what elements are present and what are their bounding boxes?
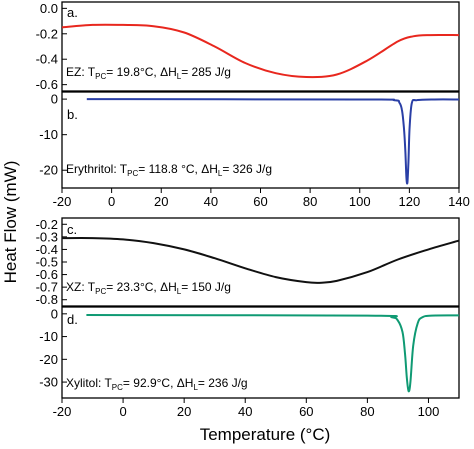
x-tick-label: 100 bbox=[349, 194, 371, 209]
panel-annotation: EZ: TPC= 19.8°C, ΔHL= 285 J/g bbox=[66, 65, 231, 81]
x-tick-label: 80 bbox=[360, 404, 374, 419]
series-line bbox=[61, 23, 460, 79]
annotation-text: = 23.3°C, ΔH bbox=[106, 280, 177, 294]
annotation-text: = 92.9°C, ΔH bbox=[123, 376, 194, 390]
annotation-subscript: L bbox=[177, 287, 182, 296]
x-tick-label: 140 bbox=[448, 194, 470, 209]
annotation-text: = 236 J/g bbox=[198, 376, 248, 390]
y-axis-title: Heat Flow (mW) bbox=[1, 161, 20, 284]
y-tick-label: -10 bbox=[39, 329, 58, 344]
x-tick-label: 100 bbox=[418, 404, 440, 419]
x-tick-label: -20 bbox=[53, 194, 72, 209]
x-tick-label: 40 bbox=[238, 404, 252, 419]
annotation-text: XZ: T bbox=[66, 280, 96, 294]
annotation-text: = 150 J/g bbox=[181, 280, 231, 294]
annotation-text: EZ: T bbox=[66, 65, 96, 79]
panel-label: c. bbox=[67, 222, 77, 237]
annotation-text: = 118.8 °C, ΔH bbox=[138, 162, 218, 176]
x-tick-label: 20 bbox=[177, 404, 191, 419]
annotation-subscript: PC bbox=[112, 383, 123, 392]
x-tick-label: 0 bbox=[108, 194, 115, 209]
x-tick-label: 0 bbox=[119, 404, 126, 419]
y-tick-label: 0.0 bbox=[40, 1, 58, 16]
series-line bbox=[61, 237, 460, 284]
annotation-text: = 285 J/g bbox=[181, 65, 231, 79]
y-tick-label: -0.4 bbox=[36, 242, 58, 257]
y-tick-label: -0.4 bbox=[36, 52, 58, 67]
y-tick-label: -30 bbox=[39, 375, 58, 390]
panel-2: 0 -10 -20 -20 0 20 40 60 80 100 120 140 b. Erythritol… bbox=[39, 91, 470, 209]
y-tick-label: -10 bbox=[39, 127, 58, 142]
annotation-text: Xylitol: T bbox=[66, 376, 112, 390]
annotation-text: = 326 J/g bbox=[222, 162, 272, 176]
x-tick-label: -20 bbox=[53, 404, 72, 419]
y-tick-label: -0.2 bbox=[36, 26, 58, 41]
x-tick-label: 40 bbox=[204, 194, 218, 209]
annotation-subscript: L bbox=[177, 72, 182, 81]
y-tick-label: -0.6 bbox=[36, 77, 58, 92]
x-axis-title: Temperature (°C) bbox=[200, 425, 331, 444]
y-tick-label: -0.8 bbox=[36, 292, 58, 307]
panel-frame bbox=[61, 1, 460, 92]
annotation-subscript: PC bbox=[127, 169, 138, 178]
y-tick-label: 0 bbox=[51, 92, 58, 107]
annotation-subscript: PC bbox=[95, 287, 106, 296]
x-tick-label: 80 bbox=[303, 194, 317, 209]
y-tick-label: -0.2 bbox=[36, 217, 58, 232]
y-tick-label: -0.5 bbox=[36, 255, 58, 270]
series-line bbox=[86, 314, 460, 393]
annotation-subscript: PC bbox=[95, 72, 106, 81]
x-tick-label: 60 bbox=[253, 194, 267, 209]
panel-annotation: Xylitol: TPC= 92.9°C, ΔHL= 236 J/g bbox=[66, 376, 248, 392]
y-tick-label: -0.3 bbox=[36, 229, 58, 244]
panel-label: b. bbox=[67, 107, 78, 122]
annotation-subscript: L bbox=[193, 383, 198, 392]
annotation-text: Erythritol: T bbox=[66, 162, 128, 176]
y-tick-label: -20 bbox=[39, 352, 58, 367]
panel-label: d. bbox=[67, 312, 78, 327]
y-tick-label: -0.6 bbox=[36, 267, 58, 282]
panel-annotation: Erythritol: TPC= 118.8 °C, ΔHL= 326 J/g bbox=[66, 162, 272, 178]
panel-label: a. bbox=[67, 5, 78, 20]
x-tick-label: 60 bbox=[299, 404, 313, 419]
panel-3: -0.2-0.3-0.4-0.5-0.6-0.7-0.8 c. XZ: TPC= 2… bbox=[36, 217, 460, 307]
x-tick-label: 120 bbox=[399, 194, 421, 209]
panel-1: 0.0 -0.2 -0.4 -0.6 a. EZ: TPC= 19.8°C, ΔHL= 2… bbox=[36, 1, 460, 92]
series-line bbox=[86, 98, 460, 185]
annotation-text: = 19.8°C, ΔH bbox=[106, 65, 177, 79]
y-tick-label: -20 bbox=[39, 163, 58, 178]
y-tick-label: -0.7 bbox=[36, 280, 58, 295]
annotation-subscript: L bbox=[218, 169, 223, 178]
panel-frame bbox=[61, 306, 460, 399]
panel-annotation: XZ: TPC= 23.3°C, ΔHL= 150 J/g bbox=[66, 280, 231, 296]
y-tick-label: 0 bbox=[51, 306, 58, 321]
x-tick-label: 20 bbox=[154, 194, 168, 209]
